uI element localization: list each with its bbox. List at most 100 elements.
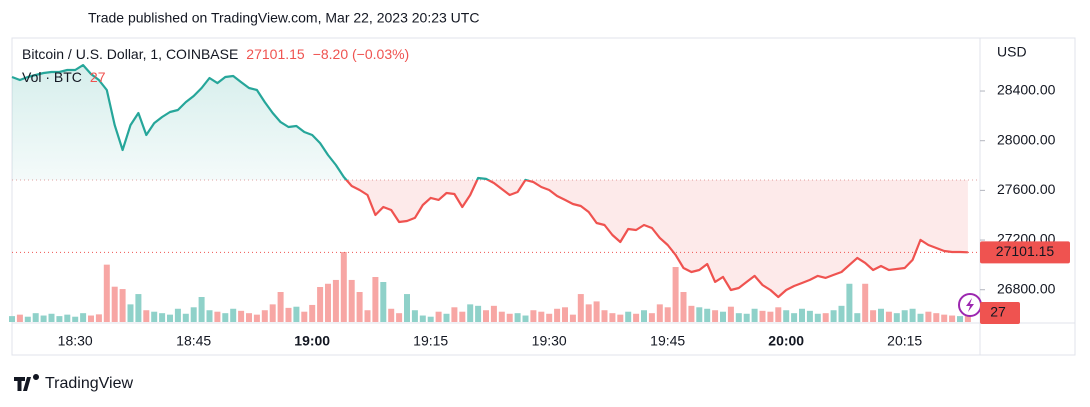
volume-name: Vol · BTC xyxy=(22,69,82,85)
volume-bar xyxy=(964,314,971,322)
price-tag-label: 27101.15 xyxy=(996,243,1055,259)
currency: USD xyxy=(997,44,1027,60)
volume-bar xyxy=(901,310,908,322)
volume-bar xyxy=(870,310,877,322)
volume-tag xyxy=(980,302,1020,324)
volume-bar xyxy=(767,311,774,322)
volume-bar xyxy=(325,283,331,322)
volume-legend: Vol · BTC 27 xyxy=(22,69,106,85)
volume-bar xyxy=(16,314,23,322)
volume-bar xyxy=(585,304,592,322)
volume-bar xyxy=(830,310,837,322)
volume-bar xyxy=(957,316,963,322)
volume-bar xyxy=(356,292,363,322)
volume-bar xyxy=(593,301,600,322)
volume-bar xyxy=(862,283,869,322)
volume-bar xyxy=(159,313,166,322)
volume-bar xyxy=(174,308,181,322)
volume-bar xyxy=(364,310,371,322)
price-line xyxy=(11,63,968,299)
volume-bar xyxy=(459,311,466,322)
volume-tag-label: 27 xyxy=(990,304,1006,320)
x-tick-label: 19:45 xyxy=(650,333,685,349)
volume-bar xyxy=(9,316,15,322)
volume-bar xyxy=(475,305,482,322)
last-price: 27101.15 xyxy=(246,46,305,62)
volume-bar xyxy=(443,313,450,322)
volume-bar xyxy=(806,310,813,322)
volume-bar xyxy=(648,313,655,322)
volume-bar xyxy=(198,297,205,322)
volume-bar xyxy=(285,307,292,322)
volume-bar xyxy=(846,283,853,322)
volume-bar xyxy=(925,311,932,322)
volume-bar xyxy=(704,308,711,322)
volume-bar xyxy=(538,311,545,322)
price-tag xyxy=(980,241,1070,264)
volume-bar xyxy=(253,314,260,322)
x-tick-label: 18:45 xyxy=(176,333,211,349)
volume-bar xyxy=(372,277,379,322)
volume-bar xyxy=(822,313,829,322)
volume-bar xyxy=(885,311,892,322)
volume-bar xyxy=(759,310,766,322)
y-tick-label: 26800.00 xyxy=(997,280,1056,296)
volume-bar xyxy=(664,307,671,322)
x-tick-label: 19:00 xyxy=(294,333,330,349)
volume-bar xyxy=(893,313,900,322)
volume-bar xyxy=(909,308,916,322)
volume-bar xyxy=(32,313,39,322)
volume-bar xyxy=(467,304,474,322)
area xyxy=(12,65,968,297)
volume-bar xyxy=(261,310,268,322)
volume-bar xyxy=(917,313,924,322)
volume-bar xyxy=(506,313,513,322)
volume-bar xyxy=(727,306,734,322)
volume-bar xyxy=(783,310,790,322)
symbol: Bitcoin / U.S. Dollar, 1, COINBASE xyxy=(22,46,238,62)
volume-bar xyxy=(293,306,300,322)
volume-bar xyxy=(246,313,252,322)
volume-bar xyxy=(427,316,434,322)
volume-bar xyxy=(127,304,134,322)
volume-bar xyxy=(775,307,782,322)
plot xyxy=(9,63,980,322)
volume-bar xyxy=(80,313,87,322)
volume-bar xyxy=(269,304,276,322)
volume-bar xyxy=(949,315,956,322)
volume-bar xyxy=(277,292,284,322)
volume-bar xyxy=(143,310,150,322)
volume-bar xyxy=(680,292,687,322)
volume-bar xyxy=(380,282,387,322)
volume-bar xyxy=(151,311,158,322)
volume-bar xyxy=(751,308,758,322)
volume-bar xyxy=(222,313,229,322)
volume-bar xyxy=(878,308,884,322)
volume-bar xyxy=(490,305,497,322)
volume-bar xyxy=(617,314,624,322)
volume-bar xyxy=(601,310,608,322)
volume-bar xyxy=(743,313,750,322)
volume-bar xyxy=(546,313,553,322)
brand-logo xyxy=(14,374,39,391)
published-note: Trade published on TradingView.com, Mar … xyxy=(88,10,479,26)
x-tick-label: 19:30 xyxy=(532,333,567,349)
volume-bar xyxy=(799,308,805,322)
last-volume: 27 xyxy=(90,69,106,85)
brand: TradingView xyxy=(45,375,133,392)
volume-bar xyxy=(498,311,505,322)
volume-bar xyxy=(522,315,529,322)
volume-bar xyxy=(167,314,173,322)
volume-bar xyxy=(332,279,339,322)
volume-bar xyxy=(206,310,213,322)
legend: Bitcoin / U.S. Dollar, 1, COINBASE 27101.… xyxy=(22,46,409,62)
volume-bar xyxy=(119,289,126,322)
volume-bar xyxy=(72,316,79,322)
volume-bar xyxy=(609,313,616,322)
volume-bar xyxy=(577,294,584,322)
volume-bar xyxy=(554,308,561,322)
volume-bar xyxy=(309,304,316,322)
change: −8.20 (−0.03%) xyxy=(313,46,410,62)
volume-bar xyxy=(712,310,719,322)
